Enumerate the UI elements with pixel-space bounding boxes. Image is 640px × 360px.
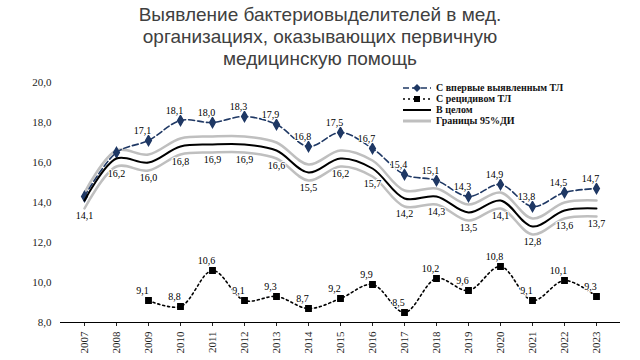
html-text:Границы 95%ДИ: Границы 95%ДИ	[436, 115, 515, 126]
svg-text:2018: 2018	[430, 331, 442, 354]
svg-text:2023: 2023	[590, 331, 602, 354]
svg-text:15,1: 15,1	[422, 165, 440, 176]
svg-text:9,3: 9,3	[584, 281, 597, 292]
svg-text:13,7: 13,7	[588, 218, 606, 229]
svg-text:13,6: 13,6	[556, 220, 574, 231]
svg-text:14,9: 14,9	[486, 169, 504, 180]
svg-text:2016: 2016	[366, 331, 378, 354]
svg-text:18,1: 18,1	[166, 105, 184, 116]
svg-text:18,0: 18,0	[32, 116, 52, 128]
svg-text:9,3: 9,3	[264, 281, 277, 292]
svg-text:8,0: 8,0	[38, 316, 52, 328]
svg-text:15,7: 15,7	[364, 178, 382, 189]
svg-text:9,6: 9,6	[456, 275, 469, 286]
svg-text:10,1: 10,1	[550, 265, 568, 276]
svg-text:2020: 2020	[494, 331, 506, 354]
svg-text:2015: 2015	[334, 331, 346, 354]
svg-text:14,1: 14,1	[76, 210, 94, 221]
svg-text:9,1: 9,1	[136, 285, 149, 296]
svg-text:18,0: 18,0	[198, 107, 216, 118]
svg-text:17,9: 17,9	[262, 109, 280, 120]
svg-text:9,1: 9,1	[520, 285, 533, 296]
svg-text:13,8: 13,8	[518, 191, 536, 202]
svg-text:9,9: 9,9	[360, 269, 373, 280]
svg-text:14,2: 14,2	[396, 208, 414, 219]
svg-text:16,2: 16,2	[108, 168, 126, 179]
svg-text:14,0: 14,0	[32, 196, 52, 208]
svg-text:12,8: 12,8	[524, 236, 542, 247]
svg-text:8,5: 8,5	[392, 297, 405, 308]
svg-text:18,3: 18,3	[230, 101, 248, 112]
svg-text:17,1: 17,1	[134, 125, 152, 136]
svg-text:16,9: 16,9	[204, 154, 222, 165]
svg-text:20,0: 20,0	[32, 76, 52, 88]
svg-text:2019: 2019	[462, 331, 474, 354]
svg-text:14,7: 14,7	[582, 173, 600, 184]
svg-text:12,0: 12,0	[32, 236, 52, 248]
svg-text:14,3: 14,3	[428, 206, 446, 217]
svg-text:10,8: 10,8	[486, 251, 504, 262]
svg-text:16,6: 16,6	[268, 160, 286, 171]
svg-text:8,8: 8,8	[168, 291, 181, 302]
svg-text:16,8: 16,8	[172, 156, 190, 167]
svg-text:16,8: 16,8	[294, 131, 312, 142]
svg-text:2014: 2014	[302, 331, 314, 354]
svg-text:10,0: 10,0	[32, 276, 52, 288]
svg-text:15,4: 15,4	[390, 159, 408, 170]
svg-text:9,2: 9,2	[328, 283, 341, 294]
svg-text:2013: 2013	[270, 331, 282, 354]
svg-text:17,5: 17,5	[326, 117, 344, 128]
svg-text:16,9: 16,9	[236, 154, 254, 165]
svg-text:16,7: 16,7	[358, 133, 376, 144]
svg-text:16,0: 16,0	[32, 156, 52, 168]
svg-text:14,5: 14,5	[550, 177, 568, 188]
html-text:Выявление бактериовыделителей: Выявление бактериовыделителей в мед. орг…	[138, 4, 502, 69]
svg-text:16,0: 16,0	[140, 172, 158, 183]
html-text:С рецидивом ТЛ: С рецидивом ТЛ	[436, 93, 512, 104]
svg-text:2009: 2009	[142, 331, 154, 354]
svg-text:2010: 2010	[174, 331, 186, 354]
html-text:В целом: В целом	[436, 104, 473, 115]
svg-text:8,7: 8,7	[296, 293, 309, 304]
html-text:С впервые выявленным ТЛ: С впервые выявленным ТЛ	[436, 82, 564, 93]
svg-text:2012: 2012	[238, 332, 250, 354]
svg-text:2017: 2017	[398, 331, 410, 354]
svg-text:13,5: 13,5	[460, 222, 478, 233]
svg-text:10,6: 10,6	[198, 255, 216, 266]
svg-text:14,1: 14,1	[492, 210, 510, 221]
svg-text:2011: 2011	[206, 332, 218, 354]
svg-text:2022: 2022	[558, 332, 570, 354]
svg-text:2007: 2007	[78, 331, 90, 354]
svg-text:14,3: 14,3	[454, 181, 472, 192]
svg-text:15,5: 15,5	[300, 182, 318, 193]
svg-text:2008: 2008	[110, 331, 122, 354]
svg-text:16,2: 16,2	[332, 168, 350, 179]
svg-text:2021: 2021	[526, 332, 538, 354]
svg-text:10,2: 10,2	[422, 263, 440, 274]
svg-text:9,1: 9,1	[232, 285, 245, 296]
